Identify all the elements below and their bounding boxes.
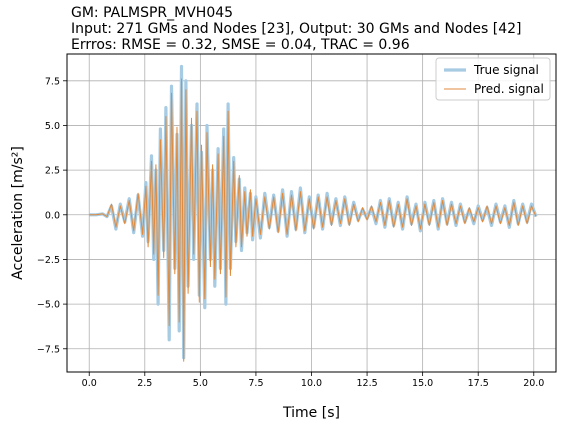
x-tick-label: 2.5	[137, 378, 152, 389]
legend-entry: True signal	[473, 63, 539, 77]
x-tick-label: 10.0	[301, 378, 322, 389]
y-tick-label: 2.5	[45, 166, 60, 177]
title-line-input-output: Input: 271 GMs and Nodes [23], Output: 3…	[71, 21, 522, 37]
y-tick-label: −7.5	[37, 344, 60, 355]
chart-title: GM: PALMSPR_MVH045 Input: 271 GMs and No…	[71, 5, 522, 53]
y-tick-label: −5.0	[37, 300, 60, 311]
y-tick-label: 0.0	[45, 210, 60, 221]
x-tick-label: 17.5	[468, 378, 489, 389]
x-tick-label: 15.0	[412, 378, 433, 389]
x-tick-label: 5.0	[193, 378, 208, 389]
y-tick-label: 7.5	[45, 76, 60, 87]
title-line-gm: GM: PALMSPR_MVH045	[71, 5, 234, 21]
series-pred-signal	[89, 78, 537, 362]
series-layer	[89, 64, 538, 362]
x-tick-label: 7.5	[248, 378, 263, 389]
y-tick-label: −2.5	[37, 255, 60, 266]
y-axis: 7.5 5.0 2.5 0.0 −2.5 −5.0 −7.5	[37, 76, 67, 355]
x-tick-label: 0.0	[82, 378, 97, 389]
x-tick-label: 12.5	[356, 378, 377, 389]
legend-entry: Pred. signal	[474, 82, 544, 96]
x-tick-label: 20.0	[523, 378, 544, 389]
y-tick-label: 5.0	[45, 121, 60, 132]
x-axis: 0.0 2.5 5.0 7.5 10.0 12.5 15.0 17.5 20.0	[82, 372, 544, 389]
legend: True signal Pred. signal	[435, 57, 551, 101]
title-line-errors: Errros: RMSE = 0.32, SMSE = 0.04, TRAC =…	[71, 37, 410, 53]
x-axis-label: Time [s]	[282, 405, 340, 421]
y-axis-label: Acceleration [m/s²]	[10, 146, 26, 280]
